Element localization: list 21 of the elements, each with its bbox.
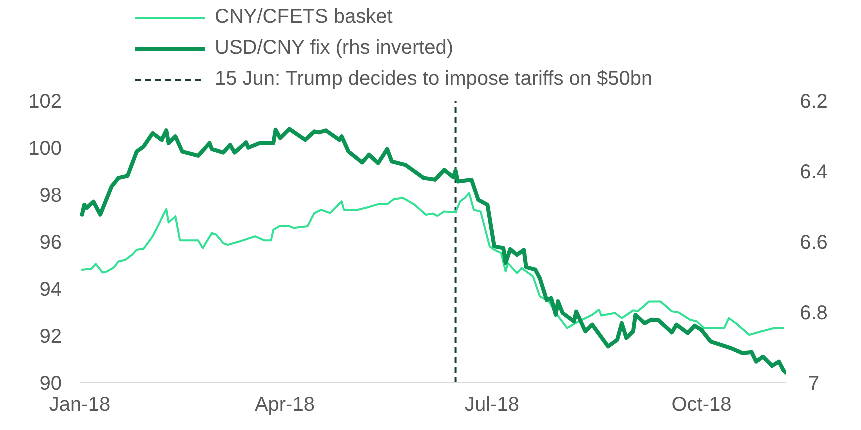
legend-label: 15 Jun: Trump decides to impose tariffs on $50bn [215,68,653,91]
x-tick-label: Apr-18 [254,394,315,416]
y-tick-label: 96 [40,232,62,254]
y2-tick-label: 6.2 [800,91,828,114]
y2-tick-label: 7 [808,373,820,396]
x-tick-label: Jan-18 [49,394,111,416]
legend-label: USD/CNY fix (rhs inverted) [215,37,454,60]
y-tick-label: 98 [40,185,62,208]
legend-label: CNY/CFETS basket [215,6,393,29]
line-series [81,192,785,336]
y-tick-label: 102 [28,91,62,114]
y-tick-label: 94 [40,279,62,302]
y2-tick-label: 6.4 [800,162,828,184]
x-tick-label: Jul-18 [464,394,520,416]
line-series [80,127,786,375]
y-tick-label: 100 [28,138,62,160]
y2-tick-label: 6.8 [800,302,828,325]
y-tick-label: 90 [40,373,62,396]
y-tick-label: 92 [40,326,62,348]
x-tick-label: Oct-18 [672,394,732,416]
y2-tick-label: 6.6 [800,232,828,254]
